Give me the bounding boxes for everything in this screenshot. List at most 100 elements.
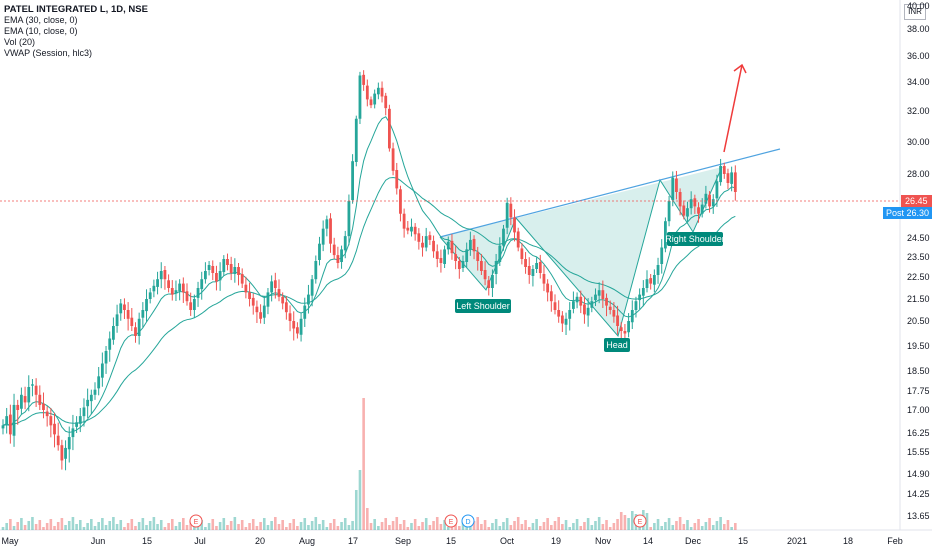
candle-body <box>89 394 93 402</box>
post-price-bg <box>883 207 932 219</box>
candle-body <box>170 288 174 295</box>
candle-body <box>450 240 454 254</box>
x-tick-label: 17 <box>348 536 358 546</box>
candle-body <box>465 249 469 262</box>
volume-bar <box>491 523 494 530</box>
volume-bar <box>240 520 244 530</box>
volume-bar <box>244 527 248 530</box>
y-tick-label: 14.25 <box>907 489 930 499</box>
candle-body <box>586 307 590 316</box>
volume-bar <box>336 526 340 530</box>
volume-bar <box>583 522 586 530</box>
candle-body <box>542 274 546 284</box>
volume-bar <box>553 521 557 530</box>
legend-vwap: VWAP (Session, hlc3) <box>4 48 93 58</box>
candle-body <box>49 416 53 426</box>
volume-bar <box>693 523 697 530</box>
volume-bar <box>270 521 273 530</box>
candle-body <box>277 289 281 297</box>
volume-bar <box>421 522 424 530</box>
volume-bar <box>237 524 240 530</box>
candle-body <box>700 204 704 214</box>
y-tick-label: 20.50 <box>907 316 930 326</box>
candle-body <box>630 310 634 323</box>
volume-bar <box>538 526 542 530</box>
candle-body <box>273 280 277 288</box>
volume-bar <box>616 519 619 530</box>
candle-body <box>641 288 645 296</box>
candle-body <box>686 208 689 217</box>
volume-bar <box>329 523 332 530</box>
volume-bar <box>266 525 270 530</box>
candle-body <box>200 279 204 290</box>
volume-bar <box>605 520 608 530</box>
candle-body <box>222 259 226 272</box>
post-price-label: Post 26.30 <box>886 208 929 218</box>
volume-bar <box>211 519 215 530</box>
candle-body <box>454 254 458 261</box>
volume-bar <box>458 526 461 530</box>
volume-bar <box>97 522 100 530</box>
candle-body <box>233 267 237 274</box>
candle-body <box>159 271 163 280</box>
y-tick-label: 34.00 <box>907 77 930 87</box>
volume-bar <box>325 527 329 530</box>
candle-body <box>270 281 274 293</box>
volume-bar <box>469 525 472 530</box>
candle-body <box>612 310 616 317</box>
x-tick-label: May <box>1 536 19 546</box>
volume-bar <box>285 527 288 530</box>
x-tick-label: 15 <box>142 536 152 546</box>
currency-button[interactable]: INR <box>904 4 926 20</box>
candle-body <box>689 199 693 209</box>
volume-bar <box>86 523 89 530</box>
volume-bar <box>726 520 730 530</box>
candle-body <box>185 291 189 302</box>
x-tick-label: Jul <box>194 536 206 546</box>
volume-bar <box>332 519 336 530</box>
y-axis: 13.65 14.25 14.90 15.55 16.25 17.00 17.75 18.50… <box>907 1 930 521</box>
candle-body <box>704 193 708 204</box>
volume-layer <box>1 398 737 530</box>
volume-bar <box>377 526 380 530</box>
event-label: D <box>465 519 470 526</box>
volume-bar <box>299 522 303 530</box>
volume-bar <box>1 527 5 530</box>
candle-body <box>97 376 101 389</box>
volume-bar <box>182 518 185 530</box>
candle-layer <box>1 70 737 471</box>
candle-body <box>524 259 527 267</box>
volume-bar <box>675 521 678 530</box>
candle-body <box>215 273 218 282</box>
volume-bar <box>395 517 399 530</box>
volume-bar <box>645 513 649 530</box>
volume-bar <box>711 525 715 530</box>
candle-body <box>255 306 259 313</box>
volume-bar <box>215 526 218 530</box>
volume-bar <box>366 508 369 530</box>
legend-symbol: PATEL INTEGRATED L, 1D, NSE <box>4 4 148 15</box>
volume-bar <box>432 521 435 530</box>
candle-body <box>251 297 255 306</box>
candle-body <box>31 384 34 386</box>
volume-bar <box>145 525 148 530</box>
volume-bar <box>288 523 292 530</box>
candle-body <box>56 435 60 446</box>
volume-bar <box>542 522 546 530</box>
volume-bar <box>362 398 365 530</box>
candle-body <box>678 192 682 207</box>
candle-body <box>568 310 572 319</box>
volume-bar <box>660 526 664 530</box>
candle-body <box>435 251 439 259</box>
volume-bar <box>204 527 207 530</box>
candle-body <box>520 248 524 259</box>
candle-body <box>730 172 734 184</box>
volume-bar <box>594 521 597 530</box>
y-tick-label: 16.25 <box>907 428 930 438</box>
neckline <box>439 148 781 238</box>
candle-body <box>343 236 347 251</box>
volume-bar <box>682 524 686 530</box>
volume-bar <box>60 518 64 530</box>
volume-bar <box>163 527 167 530</box>
